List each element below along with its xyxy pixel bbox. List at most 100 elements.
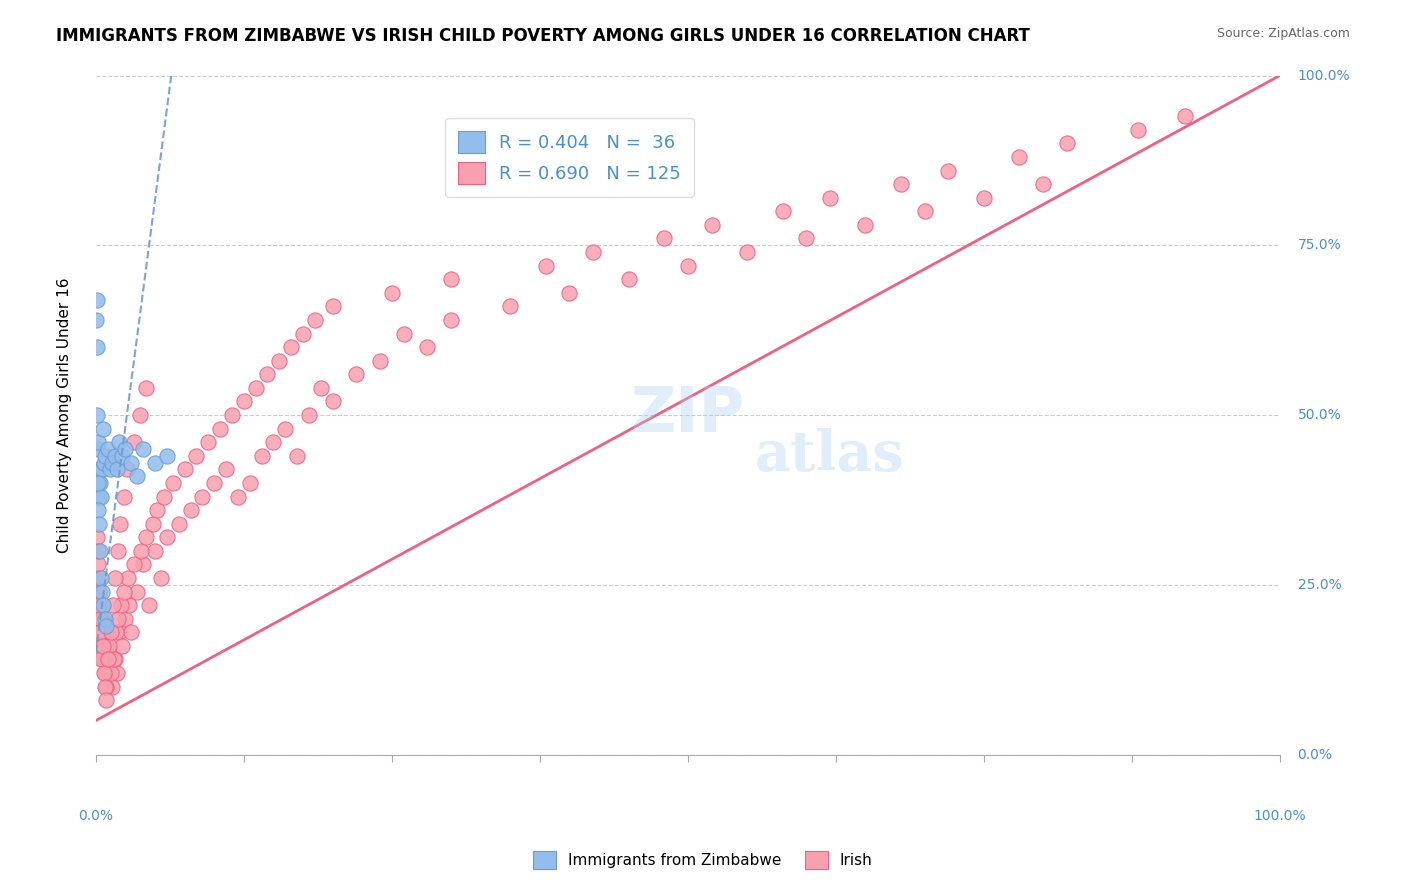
Point [115,462,138,476]
Point [89,625,111,640]
Point [97,639,120,653]
Point [101,456,124,470]
Point [118,598,141,612]
Point [135,530,157,544]
Point [221,408,243,422]
Point [1008,150,1031,164]
Point [1126,123,1149,137]
Point [93,612,115,626]
Point [87,584,110,599]
Point [91,584,114,599]
Point [499,299,522,313]
Point [256,368,278,382]
Point [87,503,110,517]
Point [416,340,439,354]
Point [114,442,136,456]
Point [232,394,254,409]
Point [100,625,122,640]
Point [114,612,136,626]
Point [156,449,179,463]
Point [132,442,155,456]
Point [104,449,127,463]
Point [89,475,111,490]
Point [890,177,912,191]
Point [794,231,817,245]
Point [914,204,936,219]
Point [87,598,110,612]
Point [304,313,326,327]
Point [285,449,308,463]
Point [117,571,139,585]
Point [104,571,127,585]
Point [105,666,128,681]
Point [97,666,120,681]
Point [87,571,110,585]
Point [87,490,110,504]
Text: 25.0%: 25.0% [1298,578,1341,591]
Point [322,394,344,409]
Point [108,516,131,531]
Point [94,449,117,463]
Point [855,218,877,232]
Point [250,449,273,463]
Point [89,462,111,476]
Point [93,598,115,612]
Point [197,435,219,450]
Point [973,191,995,205]
Point [262,435,284,450]
Point [162,475,184,490]
Text: 100.0%: 100.0% [1298,69,1350,83]
Point [122,558,145,572]
Point [94,652,117,666]
Point [86,293,108,307]
Point [120,625,142,640]
Point [89,544,111,558]
Point [534,259,557,273]
Point [142,516,165,531]
Point [440,313,463,327]
Point [107,544,129,558]
Point [86,544,108,558]
Text: Source: ZipAtlas.com: Source: ZipAtlas.com [1216,27,1350,40]
Point [108,625,131,640]
Point [440,272,463,286]
Point [100,666,122,681]
Point [381,285,404,300]
Point [146,503,169,517]
Point [91,639,114,653]
Point [1056,136,1078,151]
Point [269,353,291,368]
Point [93,652,115,666]
Point [108,435,131,450]
Point [143,544,166,558]
Point [96,618,118,632]
Point [86,530,108,544]
Point [344,368,367,382]
Point [94,680,117,694]
Point [392,326,415,341]
Point [280,340,302,354]
Point [101,680,124,694]
Point [274,422,297,436]
Point [1032,177,1054,191]
Point [138,598,160,612]
Point [129,544,152,558]
Point [202,475,225,490]
Point [167,516,190,531]
Point [86,313,108,327]
Point [180,503,202,517]
Text: ZIP: ZIP [631,385,745,445]
Point [86,340,108,354]
Point [91,625,114,640]
Point [87,516,110,531]
Point [111,449,134,463]
Point [135,381,157,395]
Point [368,353,391,368]
Text: 0.0%: 0.0% [79,809,114,822]
Point [104,652,127,666]
Point [107,612,129,626]
Point [936,163,959,178]
Point [191,490,214,504]
Point [110,598,132,612]
Point [239,475,262,490]
